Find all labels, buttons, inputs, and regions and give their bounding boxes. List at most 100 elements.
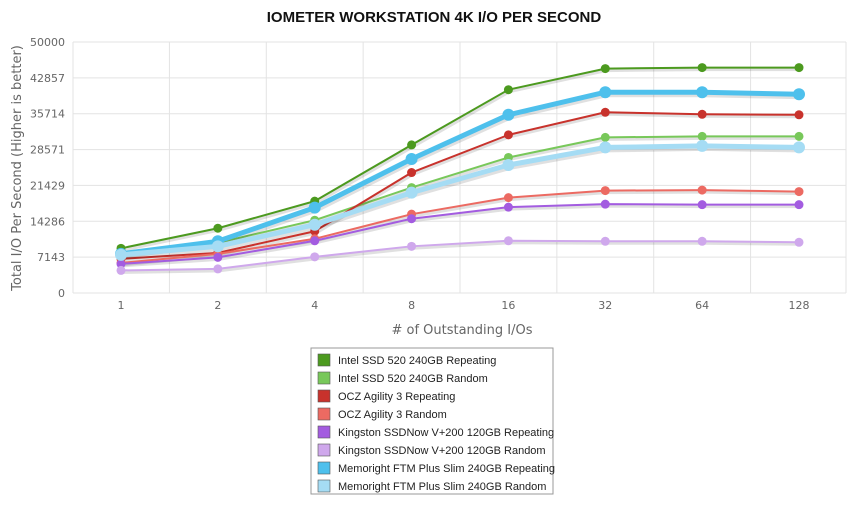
legend-item: Memoright FTM Plus Slim 240GB Repeating: [317, 461, 555, 475]
data-point: [697, 131, 707, 141]
series-line: [120, 89, 800, 257]
y-tick-label: 0: [58, 287, 65, 300]
data-point: [697, 109, 707, 119]
x-tick-label: 16: [501, 299, 515, 312]
legend-items: Intel SSD 520 240GB Repeating Intel SSD 5…: [317, 353, 555, 493]
legend-item: Kingston SSDNow V+200 120GB Repeating: [317, 425, 554, 439]
data-point: [696, 86, 709, 99]
data-point: [600, 186, 610, 196]
x-axis-ticks: 1 2 4 8 16 32 64 128: [118, 299, 810, 312]
data-point: [697, 185, 707, 195]
legend-label: Kingston SSDNow V+200 120GB Random: [338, 445, 546, 457]
legend-swatch: [317, 425, 331, 439]
x-tick-label: 8: [408, 299, 415, 312]
data-point: [308, 218, 321, 231]
data-point: [407, 168, 417, 178]
y-tick-label: 21429: [30, 179, 65, 192]
data-point: [407, 140, 417, 150]
series-8: [115, 139, 805, 261]
data-point: [405, 186, 418, 199]
legend-swatch: [317, 353, 331, 367]
legend-label: Memoright FTM Plus Slim 240GB Random: [338, 481, 546, 493]
data-point: [310, 252, 320, 262]
data-point: [405, 152, 418, 165]
data-point: [503, 202, 513, 212]
series-group: [115, 63, 805, 275]
series-line-shadow: [121, 67, 800, 252]
series-4: [116, 185, 804, 268]
legend-item: Intel SSD 520 240GB Repeating: [317, 353, 496, 367]
legend-label: OCZ Agility 3 Random: [338, 409, 447, 421]
legend-label: Intel SSD 520 240GB Random: [338, 373, 488, 385]
series-line: [120, 189, 800, 264]
data-point: [794, 237, 804, 247]
data-point: [600, 236, 610, 246]
legend-swatch: [317, 389, 331, 403]
data-point: [794, 131, 804, 141]
legend-swatch: [317, 461, 331, 475]
y-tick-label: 50000: [30, 36, 65, 49]
data-point: [502, 158, 515, 171]
data-point: [793, 141, 805, 154]
y-axis-ticks: 0 7143 14286 21429 28571 35714 42857 50000: [30, 36, 65, 300]
legend-item: Intel SSD 520 240GB Random: [317, 371, 488, 385]
data-point: [600, 132, 610, 142]
series-line-shadow: [121, 203, 800, 268]
data-point: [697, 236, 707, 246]
legend: Intel SSD 520 240GB Repeating Intel SSD 5…: [310, 347, 555, 495]
legend-item: Memoright FTM Plus Slim 240GB Random: [317, 479, 546, 493]
data-point: [794, 110, 804, 120]
data-point: [600, 199, 610, 209]
grid: [72, 41, 847, 294]
series-line: [120, 143, 800, 258]
data-point: [600, 107, 610, 117]
legend-label: Kingston SSDNow V+200 120GB Repeating: [338, 427, 554, 439]
data-point: [213, 252, 223, 262]
data-point: [116, 259, 126, 269]
legend-label: Intel SSD 520 240GB Repeating: [338, 355, 496, 367]
series-6: [116, 236, 804, 275]
data-point: [407, 214, 417, 224]
data-point: [116, 265, 126, 275]
data-point: [599, 141, 612, 154]
data-point: [503, 85, 513, 95]
y-tick-label: 14286: [30, 215, 65, 228]
series-1: [116, 63, 804, 253]
legend-box: [310, 347, 554, 495]
y-tick-label: 28571: [30, 144, 65, 157]
data-point: [599, 86, 612, 99]
data-point: [308, 201, 321, 214]
series-7: [115, 86, 805, 260]
series-line: [120, 203, 799, 265]
series-line-shadow: [121, 189, 801, 267]
legend-item: OCZ Agility 3 Repeating: [317, 389, 455, 403]
x-tick-label: 32: [598, 299, 612, 312]
x-tick-label: 4: [311, 299, 318, 312]
x-tick-label: 64: [695, 299, 709, 312]
data-point: [697, 200, 707, 210]
data-point: [310, 236, 320, 246]
data-point: [213, 264, 223, 274]
series-line-shadow: [121, 240, 801, 274]
legend-item: OCZ Agility 3 Random: [317, 407, 447, 421]
y-tick-label: 42857: [30, 72, 65, 85]
legend-swatch: [317, 443, 331, 457]
series-line: [120, 111, 800, 260]
y-axis-label: Total I/O Per Second (Higher is better): [10, 45, 25, 292]
data-point: [794, 200, 804, 210]
series-line: [120, 239, 800, 272]
data-point: [793, 88, 805, 101]
legend-item: Kingston SSDNow V+200 120GB Random: [317, 443, 546, 457]
x-tick-label: 1: [118, 299, 125, 312]
data-point: [794, 63, 804, 73]
legend-label: OCZ Agility 3 Repeating: [338, 391, 455, 403]
data-point: [211, 240, 224, 253]
data-point: [115, 248, 127, 261]
data-point: [503, 193, 513, 203]
data-point: [503, 236, 513, 246]
data-point: [407, 241, 417, 251]
data-point: [696, 139, 709, 152]
data-point: [600, 64, 610, 74]
x-tick-label: 128: [789, 299, 810, 312]
